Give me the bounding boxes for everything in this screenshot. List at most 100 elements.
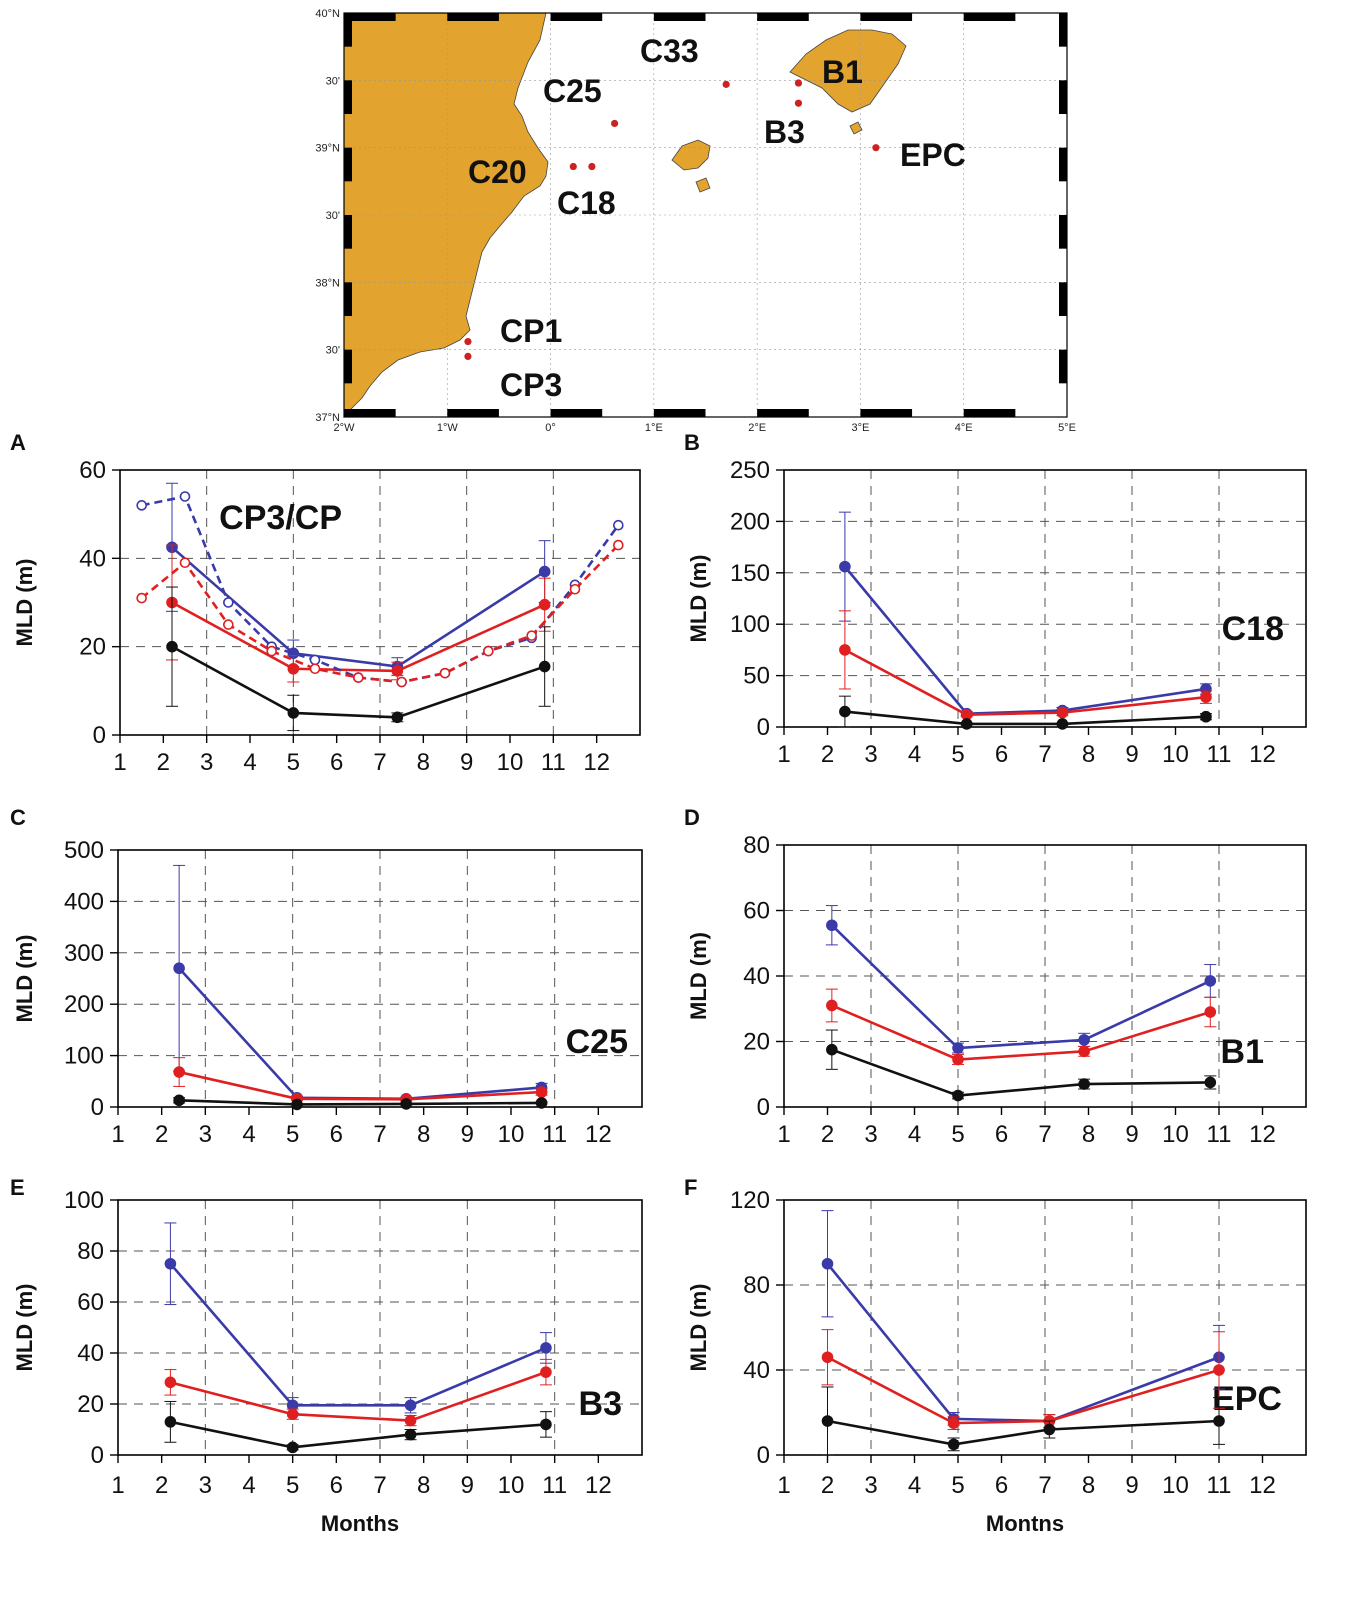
data-point: [535, 1097, 548, 1109]
map-lon-label: 3°E: [851, 422, 869, 434]
x-tick-label: 7: [373, 1121, 386, 1148]
x-tick-label: 1: [777, 1472, 790, 1499]
x-tick-label: 9: [460, 749, 473, 776]
station-label-c20: C20: [468, 154, 527, 190]
map-stations: C33 C25 B1 B3 EPC C20 C18 CP1 CP3: [464, 33, 966, 403]
data-point: [613, 539, 624, 551]
station-dot-c18: [588, 162, 596, 171]
x-tick-label: 9: [461, 1121, 474, 1148]
map-lat-labels: 40°N 30' 39°N 30' 38°N 30' 37°N: [315, 8, 340, 424]
station-label: EPC: [1212, 1380, 1282, 1418]
y-tick-label: 100: [64, 1043, 104, 1070]
map-border-top: [963, 13, 1016, 21]
x-tick-label: 11: [542, 1472, 567, 1499]
series-line: [171, 645, 546, 719]
series-line: [827, 1419, 1220, 1446]
data-point: [286, 1408, 299, 1420]
data-point: [821, 1351, 834, 1364]
station-dot-epc: [872, 144, 880, 152]
y-tick-label: 250: [730, 457, 770, 484]
x-tick-label: 3: [199, 1472, 212, 1499]
data-point: [821, 1415, 834, 1427]
y-tick-label: 60: [77, 1289, 104, 1316]
x-tick-label: 2: [155, 1472, 168, 1499]
y-axis-label: MLD (m): [686, 932, 711, 1020]
x-tick-label: 3: [864, 1121, 877, 1148]
x-tick-label: 2: [821, 1472, 834, 1499]
x-tick-label: 10: [1162, 1121, 1189, 1148]
map-lon-labels: 2°W 1°W 0° 1°E 2°E 3°E 4°E 5°E: [334, 422, 1076, 434]
gridlines: [118, 850, 642, 1107]
y-axis-label: MLD (m): [12, 1284, 37, 1372]
data-point: [952, 1053, 964, 1066]
x-tick-label: 9: [1125, 1472, 1138, 1499]
data-point: [826, 919, 838, 932]
data-point: [538, 598, 551, 611]
x-tick-label: 5: [951, 1121, 964, 1148]
x-tick-label: 12: [583, 749, 610, 776]
data-point: [839, 705, 851, 718]
series-black: [164, 1400, 552, 1454]
y-tick-label: 150: [730, 560, 770, 587]
data-point: [952, 1089, 964, 1102]
y-tick-label: 200: [64, 991, 104, 1018]
x-tick-label: 1: [113, 749, 126, 776]
y-tick-label: 100: [730, 611, 770, 638]
x-tick-label: 8: [1082, 741, 1095, 768]
x-tick-label: 2: [821, 1121, 834, 1148]
data-point: [136, 592, 147, 604]
data-point: [404, 1414, 417, 1427]
map-lon-label: 4°E: [955, 422, 973, 434]
x-tick-label: 6: [995, 1472, 1008, 1499]
x-tick-label: 10: [497, 749, 524, 776]
series-blue: [821, 1210, 1225, 1428]
series-black: [838, 695, 1212, 730]
data-point: [291, 1098, 303, 1111]
data-point: [439, 667, 451, 679]
x-tick-label: 6: [330, 1121, 343, 1148]
x-tick-label: 6: [995, 1121, 1008, 1148]
series-line: [844, 710, 1207, 726]
map-lat-label: 39°N: [315, 143, 340, 155]
map-border: [344, 13, 1067, 417]
series-black: [825, 1029, 1217, 1102]
y-tick-label: 0: [757, 1094, 770, 1121]
panel-label: C: [10, 805, 26, 830]
y-tick-label: 60: [743, 898, 770, 925]
x-tick-label: 11: [1207, 1121, 1232, 1148]
x-tick-label: 11: [541, 749, 566, 776]
panel-label: E: [10, 1175, 25, 1200]
data-point: [540, 1366, 552, 1378]
series-line: [178, 967, 542, 1101]
x-tick-label: 9: [461, 1472, 474, 1499]
data-point: [1204, 975, 1217, 987]
map-border-left: [344, 349, 352, 384]
gridlines: [118, 1200, 642, 1455]
y-tick-label: 120: [730, 1187, 770, 1214]
station-label-b1: B1: [822, 54, 863, 90]
map-border-top: [447, 13, 499, 21]
x-tick-label: 1: [777, 1121, 790, 1148]
y-axis-label: MLD (m): [686, 1284, 711, 1372]
y-axis-label: MLD (m): [686, 555, 711, 643]
map-lon-label: 0°: [545, 422, 556, 434]
series-black: [821, 1386, 1225, 1456]
x-tick-label: 7: [1038, 1121, 1051, 1148]
map-border-top: [550, 13, 603, 21]
x-tick-label: 5: [286, 1472, 299, 1499]
x-tick-label: 8: [417, 1472, 430, 1499]
x-tick-label: 4: [242, 1121, 255, 1148]
series-line: [170, 1370, 547, 1422]
y-tick-label: 20: [77, 1391, 104, 1418]
map-border-bottom: [344, 409, 396, 417]
y-tick-label: 0: [93, 722, 106, 749]
x-tick-label: 6: [995, 741, 1008, 768]
x-tick-label: 1: [111, 1472, 124, 1499]
gridlines: [784, 470, 1306, 727]
map-border-right: [1059, 13, 1067, 47]
data-point: [535, 1086, 548, 1098]
series-line: [178, 1070, 542, 1101]
map-border-right: [1059, 147, 1067, 182]
data-point: [1213, 1415, 1225, 1427]
x-tick-label: 12: [1249, 1472, 1276, 1499]
